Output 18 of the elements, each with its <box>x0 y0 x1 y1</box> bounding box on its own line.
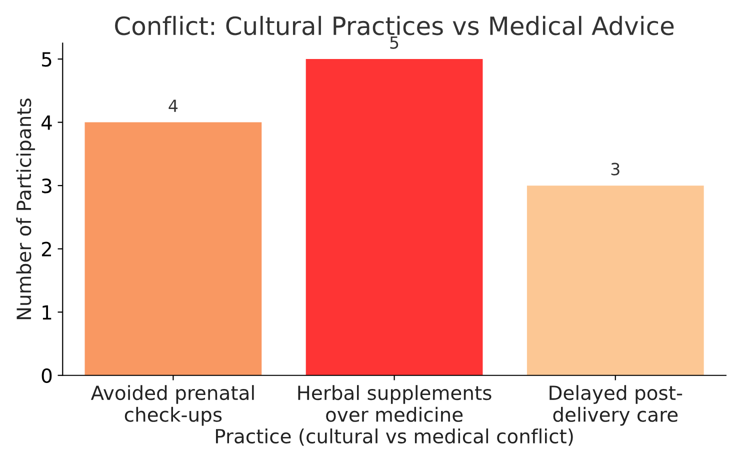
y-tick-label: 0 <box>42 368 52 384</box>
y-tick-label: 2 <box>42 242 51 256</box>
x-tick-label: Herbal supplements over medicine <box>298 385 492 422</box>
bar <box>526 186 704 376</box>
x-axis-title: Practice (cultural vs medical conflict) <box>216 428 573 446</box>
x-tick-label: Delayed post- delivery care <box>550 385 682 426</box>
y-tick-label: 3 <box>42 178 52 194</box>
y-tick-label: 1 <box>42 305 52 320</box>
chart-title: Conflict: Cultural Practices vs Medical Advice <box>115 16 674 36</box>
data-label: 4 <box>168 100 178 112</box>
data-label: 3 <box>611 162 620 176</box>
x-tick-label: Avoided prenatal check-ups <box>90 385 254 426</box>
bar <box>306 59 483 376</box>
data-label: 5 <box>390 36 398 49</box>
y-axis-title: Number of Participants <box>16 98 35 320</box>
y-tick-label: 4 <box>42 116 52 130</box>
bar <box>84 122 262 376</box>
y-tick-label: 5 <box>42 52 52 67</box>
